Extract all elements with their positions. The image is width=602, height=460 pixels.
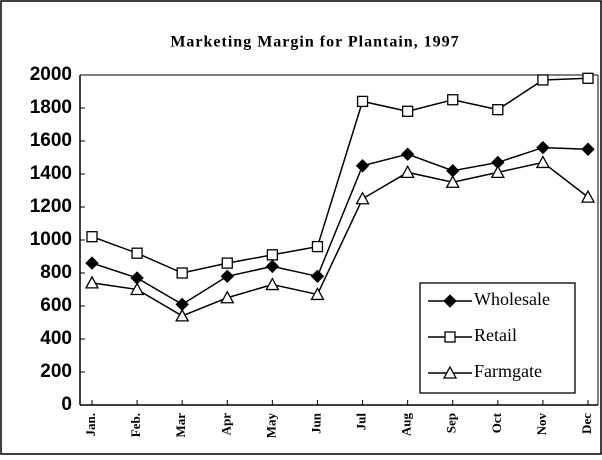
marker-triangle bbox=[220, 290, 235, 304]
marker-square bbox=[311, 240, 324, 253]
marker-triangle bbox=[129, 282, 145, 296]
legend: Wholesale Retail Farmgate bbox=[419, 282, 576, 394]
x-tick-label: Jan. bbox=[83, 413, 98, 436]
x-tick-label: May bbox=[263, 413, 278, 439]
marker-square bbox=[444, 331, 456, 343]
series-line bbox=[91, 161, 589, 317]
y-tick-label: 600 bbox=[40, 295, 72, 316]
marker-diamond bbox=[85, 256, 99, 270]
marker-triangle bbox=[535, 155, 551, 169]
marker-diamond bbox=[355, 159, 370, 173]
marker-diamond bbox=[536, 140, 550, 155]
marker-triangle bbox=[442, 365, 458, 379]
y-tick-label: 1400 bbox=[30, 163, 72, 184]
x-tick-label: Feb. bbox=[128, 413, 143, 437]
series-line bbox=[91, 146, 589, 306]
marker-triangle bbox=[580, 189, 596, 203]
marker-diamond bbox=[581, 142, 595, 156]
x-tick-label: Dec bbox=[579, 413, 594, 434]
marker-triangle bbox=[310, 287, 325, 301]
marker-square bbox=[131, 247, 143, 259]
series-line bbox=[91, 77, 589, 274]
marker-square bbox=[356, 95, 369, 108]
marker-triangle bbox=[84, 275, 100, 289]
x-tick-label: Apr bbox=[218, 413, 233, 436]
y-tick-label: 1600 bbox=[30, 130, 72, 151]
x-tick-label: Mar bbox=[173, 413, 188, 438]
legend-label: Wholesale bbox=[474, 289, 550, 309]
y-tick-label: 1000 bbox=[30, 229, 72, 250]
marker-square bbox=[86, 231, 98, 243]
y-tick-label: 2000 bbox=[30, 64, 72, 85]
x-tick-label: Jul bbox=[354, 413, 369, 431]
y-tick-label: 800 bbox=[40, 262, 72, 283]
marker-square bbox=[176, 267, 188, 279]
marker-diamond bbox=[443, 294, 457, 308]
legend-label: Farmgate bbox=[474, 361, 542, 381]
marker-triangle bbox=[490, 164, 505, 178]
chart-title: Marketing Margin for Plantain, 1997 bbox=[170, 34, 459, 51]
marker-square bbox=[266, 249, 279, 261]
x-tick-label: Jun bbox=[308, 412, 323, 434]
y-tick-label: 1200 bbox=[30, 196, 72, 217]
marker-triangle bbox=[355, 191, 370, 205]
x-tick-label: Aug bbox=[399, 413, 414, 437]
y-tick-label: 1800 bbox=[30, 97, 72, 118]
marker-triangle bbox=[175, 308, 190, 322]
legend-label: Retail bbox=[474, 325, 517, 345]
y-tick-label: 0 bbox=[61, 394, 72, 415]
x-tick-label: Oct bbox=[489, 412, 504, 433]
marker-diamond bbox=[220, 269, 234, 284]
marker-square bbox=[537, 74, 549, 86]
marker-square bbox=[221, 257, 233, 269]
marker-triangle bbox=[265, 277, 280, 291]
x-tick-label: Nov bbox=[534, 413, 549, 436]
marker-diamond bbox=[400, 147, 415, 161]
y-tick-label: 200 bbox=[40, 361, 72, 382]
x-tick-label: Sep bbox=[444, 413, 459, 433]
marker-square bbox=[447, 94, 459, 106]
marker-square bbox=[582, 72, 594, 84]
marker-triangle bbox=[445, 174, 460, 188]
marker-square bbox=[401, 105, 414, 117]
marker-diamond bbox=[310, 269, 325, 284]
marker-square bbox=[492, 104, 504, 116]
marker-triangle bbox=[400, 164, 415, 178]
y-tick-label: 400 bbox=[40, 328, 72, 349]
marker-diamond bbox=[265, 259, 280, 274]
